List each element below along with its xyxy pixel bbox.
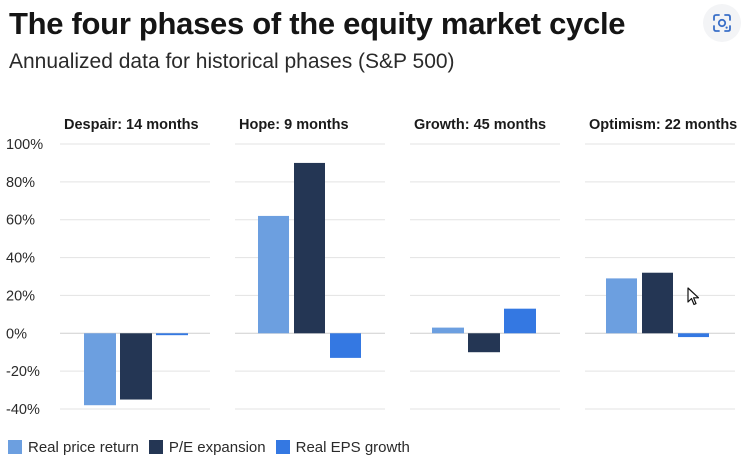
- y-tick-label: 20%: [6, 288, 35, 304]
- bar-optimism-real-eps-growth: [678, 333, 709, 338]
- y-tick-label: -40%: [6, 402, 40, 418]
- phase-label-hope: Hope: 9 months: [239, 117, 349, 133]
- google-lens-icon: [713, 14, 731, 32]
- legend-label-pe-expansion: P/E expansion: [168, 438, 266, 456]
- bar-despair-real-price-return: [84, 333, 116, 406]
- legend-swatch-pe-expansion: [148, 440, 163, 454]
- bar-despair-real-eps-growth: [156, 333, 188, 336]
- bar-optimism-p-e-expansion: [642, 272, 673, 334]
- chart-title: The four phases of the equity market cyc…: [9, 6, 626, 41]
- legend-label-real-eps-growth: Real EPS growth: [295, 438, 410, 456]
- y-tick-label: 0%: [6, 326, 27, 342]
- phase-label-growth: Growth: 45 months: [414, 117, 546, 133]
- chart-subtitle: Annualized data for historical phases (S…: [9, 50, 455, 73]
- y-tick-label: 80%: [6, 175, 35, 191]
- bar-despair-p-e-expansion: [120, 333, 152, 400]
- phase-label-despair: Despair: 14 months: [64, 117, 199, 133]
- bar-growth-real-eps-growth: [504, 308, 536, 334]
- legend-item-real-price-return: Real price return: [8, 439, 139, 456]
- bar-growth-real-price-return: [432, 327, 464, 334]
- y-tick-label: 60%: [6, 213, 35, 229]
- bar-hope-real-eps-growth: [330, 333, 361, 358]
- legend-item-pe-expansion: P/E expansion: [148, 438, 266, 456]
- legend-swatch-real-price-return: [8, 440, 22, 454]
- phase-label-optimism: Optimism: 22 months: [589, 117, 737, 133]
- mouse-pointer-icon: [687, 287, 700, 306]
- bar-hope-p-e-expansion: [294, 162, 325, 334]
- y-tick-label: 40%: [6, 251, 35, 267]
- bar-layer: [84, 162, 709, 406]
- legend: Real price return P/E expansion Real EPS…: [8, 437, 420, 457]
- grid-layer: [60, 143, 735, 410]
- lens-button[interactable]: [703, 4, 741, 42]
- legend-item-real-eps-growth: Real EPS growth: [275, 438, 410, 456]
- y-tick-label: 100%: [6, 137, 43, 153]
- legend-swatch-real-eps-growth: [275, 440, 290, 454]
- label-layer: 100% 80% 60% 40% 20% 0% -20% -40% Despair: 14 mo…: [6, 117, 737, 418]
- bar-hope-real-price-return: [258, 215, 289, 334]
- y-tick-label: -20%: [6, 364, 40, 380]
- bar-optimism-real-price-return: [606, 278, 637, 334]
- legend-label-real-price-return: Real price return: [28, 438, 139, 456]
- bar-growth-p-e-expansion: [468, 333, 500, 353]
